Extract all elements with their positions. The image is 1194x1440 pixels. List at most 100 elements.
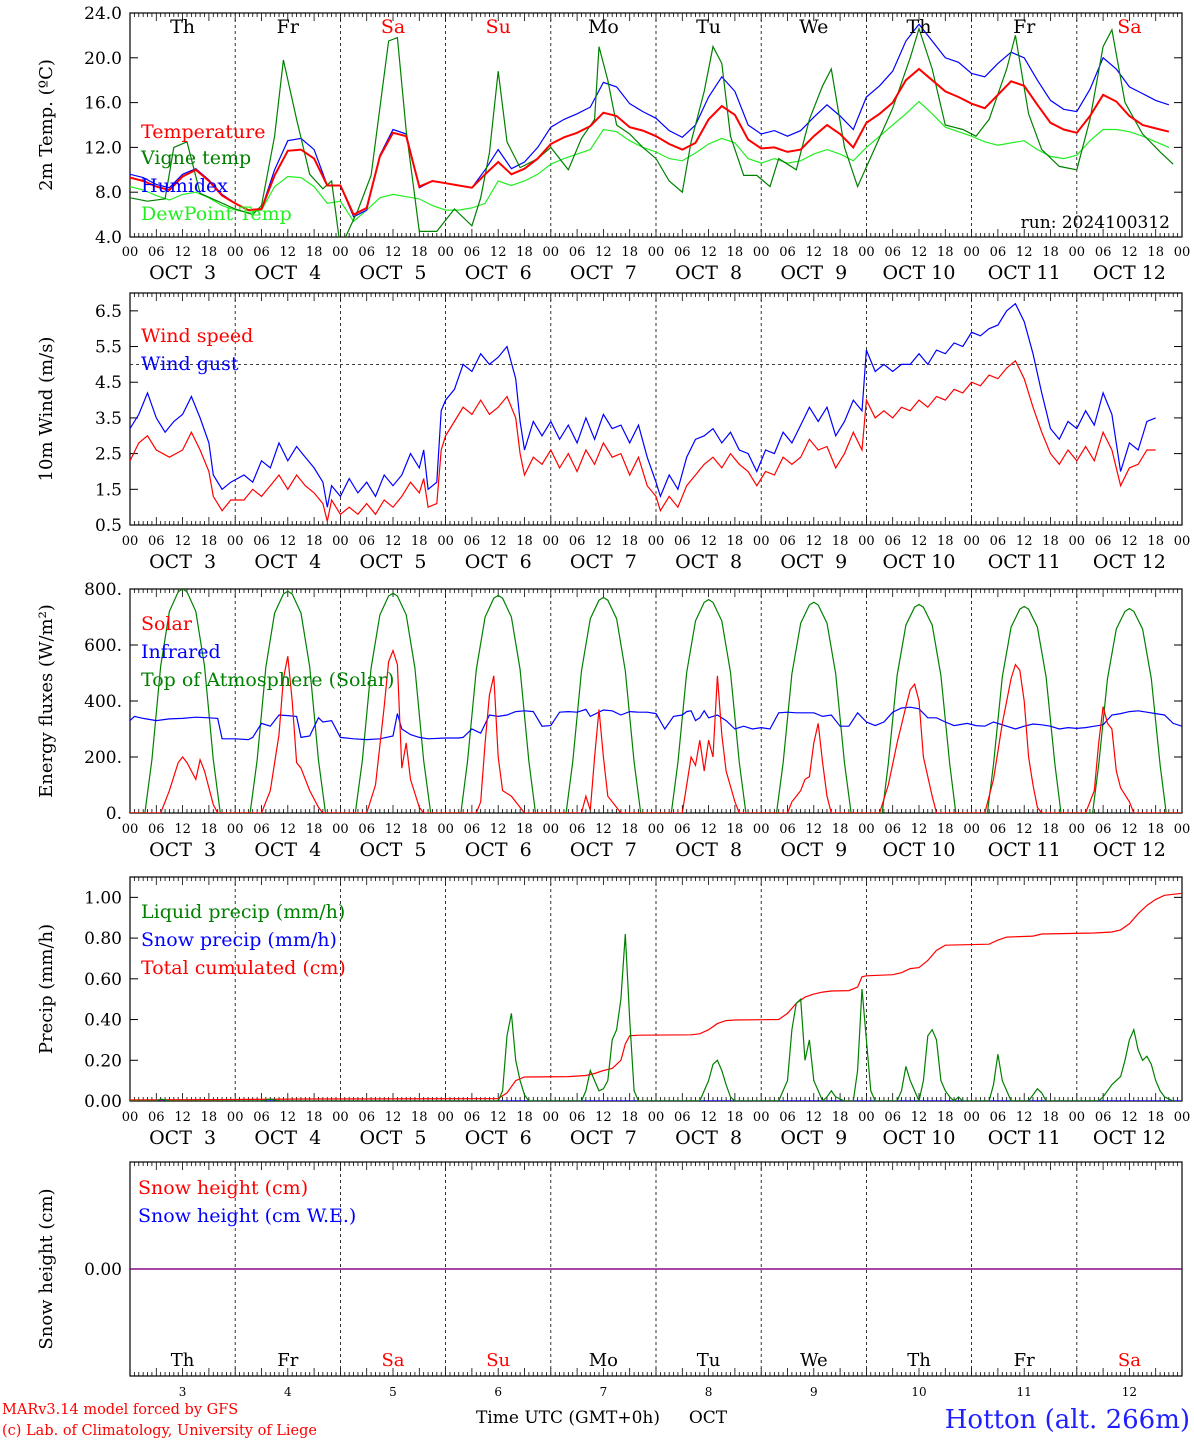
day-number: 3 xyxy=(179,1385,187,1399)
date-label: OCT 3 xyxy=(149,839,216,861)
hour-label: 18 xyxy=(937,1110,954,1125)
hour-label: 06 xyxy=(884,822,901,837)
hour-label: 18 xyxy=(621,534,638,549)
hour-label: 18 xyxy=(621,1110,638,1125)
hour-label: 06 xyxy=(569,245,586,260)
hour-label: 00 xyxy=(1069,534,1086,549)
hour-label: 00 xyxy=(543,534,560,549)
hour-label: 12 xyxy=(1121,245,1138,260)
hour-label: 00 xyxy=(753,1110,770,1125)
hour-label: 06 xyxy=(884,1110,901,1125)
hour-label: 18 xyxy=(1147,822,1164,837)
legend-label: Infrared xyxy=(141,641,221,663)
y-axis-title: Snow height (cm) xyxy=(36,1188,57,1349)
date-label: OCT 5 xyxy=(360,1127,427,1149)
hour-label: 06 xyxy=(148,534,165,549)
date-label: OCT 4 xyxy=(254,839,321,861)
y-tick-label: 8.0 xyxy=(95,183,122,203)
hour-label: 18 xyxy=(201,822,218,837)
date-label: OCT 10 xyxy=(882,1127,955,1149)
legend-label: Liquid precip (mm/h) xyxy=(141,901,345,923)
hour-label: 18 xyxy=(621,822,638,837)
panel-1: 4.0 8.0 12.0 16.0 20.0 24.0 2m Temp. (ºC) Tempe… xyxy=(36,4,1190,284)
day-number: 6 xyxy=(494,1385,502,1399)
hour-label: 18 xyxy=(411,822,428,837)
hour-label: 18 xyxy=(1147,534,1164,549)
hour-label: 12 xyxy=(806,534,823,549)
date-label: OCT 4 xyxy=(254,551,321,573)
hour-label: 06 xyxy=(1095,1110,1112,1125)
hour-label: 00 xyxy=(1069,1110,1086,1125)
hour-label: 06 xyxy=(990,245,1007,260)
hour-label: 06 xyxy=(253,1110,270,1125)
legend-label: Total cumulated (cm) xyxy=(141,957,346,979)
series-line-solar xyxy=(130,648,1182,813)
y-tick-label: 6.5 xyxy=(95,302,122,322)
date-label: OCT 7 xyxy=(570,262,637,284)
date-label: OCT 12 xyxy=(1093,1127,1166,1149)
panel-3: 0. 200. 400. 600. 800. Energy fluxes (W/m²) So… xyxy=(36,580,1190,861)
hour-label: 12 xyxy=(174,245,191,260)
date-label: OCT 6 xyxy=(465,839,532,861)
hour-label: 06 xyxy=(569,1110,586,1125)
y-tick-label: 0.80 xyxy=(84,929,122,949)
hour-label: 00 xyxy=(227,822,244,837)
date-label: OCT 4 xyxy=(254,262,321,284)
hour-label: 12 xyxy=(595,534,612,549)
hour-label: 18 xyxy=(306,822,323,837)
date-label: OCT 4 xyxy=(254,1127,321,1149)
hour-label: 06 xyxy=(779,534,796,549)
y-tick-label: 0.00 xyxy=(84,1092,122,1112)
legend-label: Snow height (cm W.E.) xyxy=(138,1205,356,1227)
y-tick-label: 800. xyxy=(84,580,122,600)
y-tick-label: 0.00 xyxy=(84,1260,122,1280)
day-name: Fr xyxy=(1014,1350,1035,1371)
month-axis-label: OCT xyxy=(689,1408,728,1428)
day-name: Sa xyxy=(381,16,405,38)
day-number: 9 xyxy=(810,1385,818,1399)
date-label: OCT 7 xyxy=(570,1127,637,1149)
hour-label: 00 xyxy=(858,1110,875,1125)
hour-label: 00 xyxy=(1174,534,1191,549)
series-line-temperature xyxy=(130,67,1170,216)
day-name: We xyxy=(799,16,828,38)
hour-label: 12 xyxy=(280,245,297,260)
hour-label: 12 xyxy=(490,822,507,837)
day-name: Th xyxy=(171,1350,195,1371)
hour-label: 06 xyxy=(990,1110,1007,1125)
hour-label: 00 xyxy=(437,534,454,549)
hour-label: 18 xyxy=(1042,1110,1059,1125)
date-label: OCT 8 xyxy=(675,551,742,573)
panel-5: 0.00 Snow height (cm) Snow height (cm) Snow… xyxy=(36,1161,1183,1399)
y-axis-title: 2m Temp. (ºC) xyxy=(36,59,57,191)
hour-label: 00 xyxy=(963,534,980,549)
hour-label: 12 xyxy=(806,245,823,260)
day-name: Tu xyxy=(696,16,721,38)
hour-label: 00 xyxy=(753,534,770,549)
hour-label: 00 xyxy=(963,1110,980,1125)
series-line-vigne-temp xyxy=(130,26,1174,237)
hour-label: 06 xyxy=(674,534,691,549)
hour-label: 12 xyxy=(280,1110,297,1125)
date-label: OCT 9 xyxy=(780,839,847,861)
hour-label: 00 xyxy=(122,822,139,837)
hour-label: 18 xyxy=(937,534,954,549)
hour-label: 00 xyxy=(1174,822,1191,837)
hour-label: 18 xyxy=(306,1110,323,1125)
hour-label: 18 xyxy=(1042,534,1059,549)
date-label: OCT 9 xyxy=(780,551,847,573)
hour-label: 18 xyxy=(832,1110,849,1125)
y-tick-label: 4.0 xyxy=(95,228,122,248)
date-label: OCT 8 xyxy=(675,262,742,284)
hour-label: 06 xyxy=(674,245,691,260)
hour-label: 06 xyxy=(358,1110,375,1125)
legend-label: Wind gust xyxy=(141,353,239,375)
date-label: OCT 8 xyxy=(675,1127,742,1149)
hour-label: 00 xyxy=(227,1110,244,1125)
hour-label: 18 xyxy=(306,534,323,549)
hour-label: 06 xyxy=(358,534,375,549)
hour-label: 06 xyxy=(1095,822,1112,837)
hour-label: 18 xyxy=(201,534,218,549)
y-tick-label: 24.0 xyxy=(84,4,122,24)
